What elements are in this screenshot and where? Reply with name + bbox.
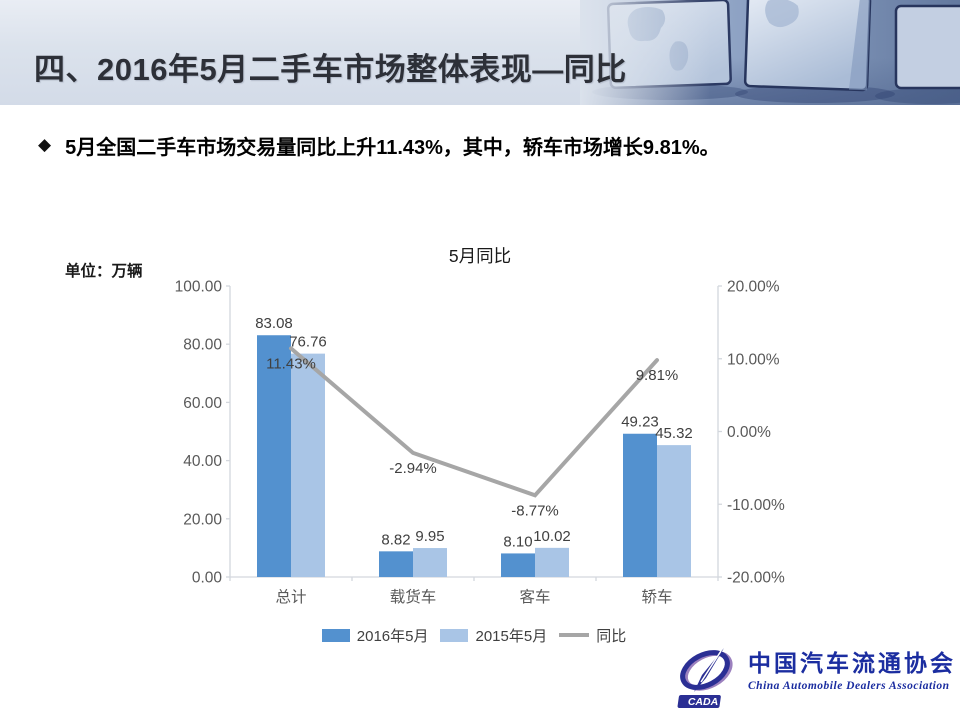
- bar-label-s0-3: 49.23: [621, 414, 659, 431]
- bar-label-s1-2: 10.02: [533, 528, 571, 545]
- cada-abbr: CADA: [688, 696, 718, 708]
- legend-swatch: [440, 628, 469, 642]
- y-axis-left-label: 20.00: [183, 511, 222, 528]
- logo-en-name: China Automobile Dealers Association: [748, 679, 950, 692]
- legend-item-0: 2016年5月: [321, 625, 429, 646]
- y-axis-left-label: 60.00: [183, 395, 222, 412]
- bar-label-s0-1: 8.82: [381, 531, 410, 548]
- header-banner: 四、2016年5月二手车市场整体表现—同比: [0, 0, 960, 105]
- legend-line-swatch: [559, 633, 590, 637]
- bullet-point: ◆ 5月全国二手车市场交易量同比上升11.43%，其中，轿车市场增长9.81%。: [38, 131, 720, 160]
- y-axis-right-label: -10.00%: [727, 497, 785, 514]
- trend-point-label-3: 9.81%: [636, 367, 679, 384]
- page-title: 四、2016年5月二手车市场整体表现—同比: [34, 52, 627, 87]
- bar-s0-3: [623, 433, 657, 577]
- trend-point-label-1: -2.94%: [389, 460, 437, 477]
- legend-item-2: 同比: [559, 625, 626, 646]
- legend-label: 2015年5月: [475, 627, 548, 645]
- y-axis-left-label: 80.00: [183, 337, 222, 354]
- y-axis-right-label: 10.00%: [727, 351, 780, 368]
- chart: 单位：万辆 5月同比 0.00 20.00 40.00 60.00 80.00 100.00 -…: [60, 240, 800, 660]
- y-axis-left-label: 0.00: [192, 570, 223, 587]
- bar-label-s1-0: 76.76: [289, 334, 327, 351]
- chart-title: 5月同比: [449, 246, 511, 266]
- legend-item-1: 2015年5月: [440, 625, 547, 646]
- logo-cn-name: 中国汽车流通协会: [748, 651, 956, 676]
- y-axis-right-label: -20.00%: [727, 570, 785, 587]
- unit-label: 单位：万辆: [65, 261, 143, 280]
- bar-s1-1: [413, 548, 447, 577]
- bar-s0-1: [379, 551, 413, 577]
- diamond-bullet-icon: ◆: [38, 135, 52, 154]
- category-label-1: 载货车: [390, 588, 437, 606]
- header-cubes-graphic: [580, 0, 960, 105]
- legend-label: 同比: [596, 627, 627, 645]
- bar-s0-0: [257, 335, 291, 577]
- chart-svg: 单位：万辆 5月同比 0.00 20.00 40.00 60.00 80.00 100.00 -…: [65, 246, 785, 606]
- y-axis-left-label: 100.00: [175, 279, 223, 296]
- chart-legend: 2016年5月 2015年5月 同比: [230, 622, 718, 648]
- cada-logo: CADA 中国汽车流通协会 China Automobile Dealers A…: [674, 646, 956, 710]
- y-axis-right-label: 0.00%: [727, 424, 771, 441]
- category-label-3: 轿车: [641, 588, 672, 606]
- bar-s1-3: [657, 445, 691, 577]
- logo-text: 中国汽车流通协会 China Automobile Dealers Associ…: [748, 646, 956, 692]
- bar-s0-2: [501, 553, 535, 577]
- legend-swatch: [321, 628, 350, 642]
- category-label-2: 客车: [519, 588, 550, 606]
- bar-s1-2: [535, 547, 569, 577]
- bar-label-s1-1: 9.95: [415, 528, 444, 545]
- bar-label-s1-3: 45.32: [655, 425, 693, 442]
- category-label-0: 总计: [275, 588, 306, 606]
- bar-s1-0: [291, 353, 325, 577]
- y-axis-right-label: 20.00%: [727, 279, 780, 296]
- legend-label: 2016年5月: [356, 627, 429, 645]
- trend-line: [289, 346, 659, 498]
- trend-point-label-2: -8.77%: [511, 502, 559, 519]
- trend-point-label-0: 11.43%: [266, 355, 316, 372]
- bullet-text: 5月全国二手车市场交易量同比上升11.43%，其中，轿车市场增长9.81%。: [65, 137, 720, 159]
- y-axis-left-label: 40.00: [183, 453, 222, 470]
- cada-emblem-icon: CADA: [677, 648, 733, 708]
- bar-label-s0-2: 8.10: [503, 533, 532, 550]
- bar-label-s0-0: 83.08: [255, 315, 293, 332]
